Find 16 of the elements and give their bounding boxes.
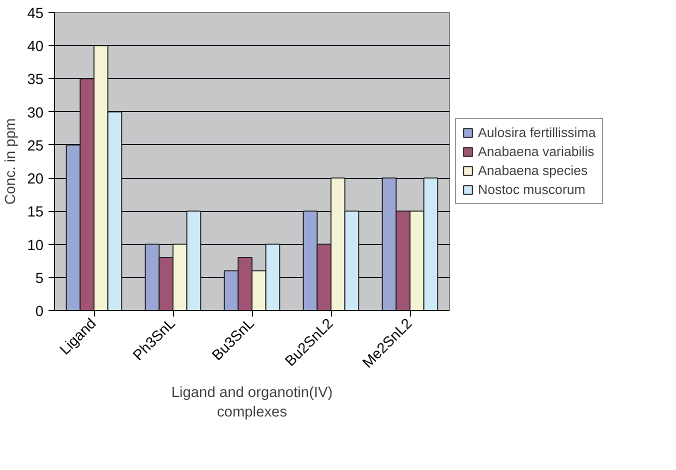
legend-label: Nostoc muscorum bbox=[478, 182, 586, 197]
y-tick-label: 25 bbox=[27, 138, 44, 154]
x-axis-title: Ligand and organotin(IV) complexes bbox=[171, 385, 333, 420]
y-tick-label: 45 bbox=[27, 6, 44, 22]
y-tick-label: 40 bbox=[27, 39, 44, 56]
y-tick-label: 35 bbox=[27, 72, 44, 88]
y-tick-label: 20 bbox=[27, 172, 44, 188]
y-tick-label: 5 bbox=[35, 270, 44, 287]
y-tick-label: 15 bbox=[27, 204, 44, 221]
y-tick-label: 0 bbox=[35, 304, 44, 320]
y-tick-label: 30 bbox=[27, 105, 44, 122]
legend-label: Anabaena variabilis bbox=[478, 144, 594, 159]
y-tick-label: 10 bbox=[27, 238, 44, 254]
y-axis-title: Conc. in ppm bbox=[3, 118, 20, 205]
legend-label: Anabaena species bbox=[478, 163, 588, 178]
legend-label: Aulosira fertillissima bbox=[478, 125, 596, 140]
